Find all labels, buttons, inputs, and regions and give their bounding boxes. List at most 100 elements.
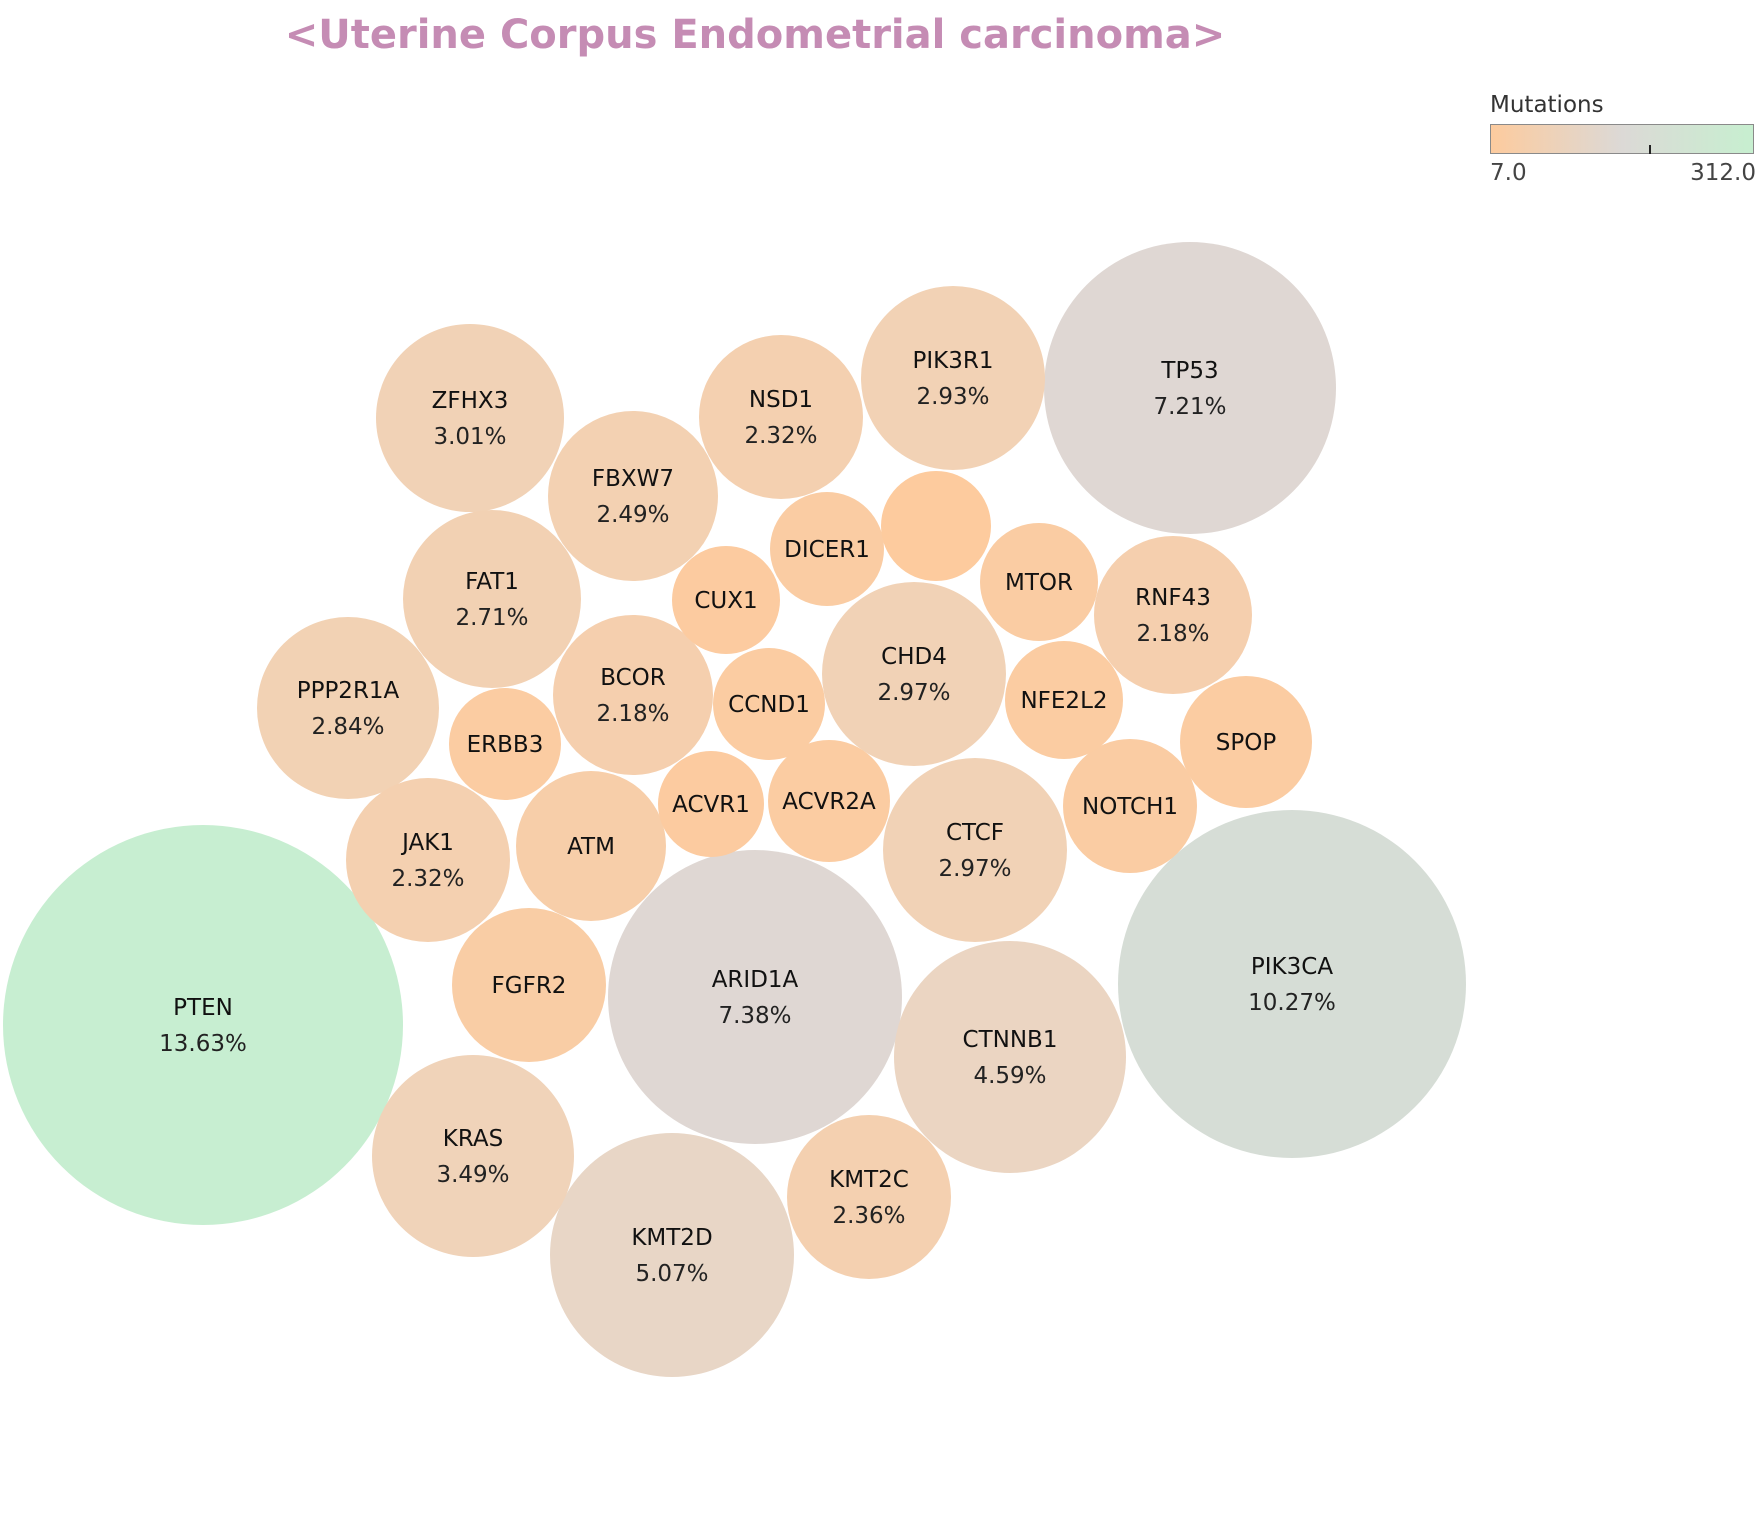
- bubble-circle-notch1: [1063, 739, 1197, 873]
- bubble-circle-ppp2r1a: [257, 617, 439, 799]
- bubble-percent-pik3ca: 10.27%: [1248, 990, 1336, 1016]
- bubble-fbxw7: FBXW7 2.49%: [548, 411, 718, 581]
- bubble-pik3r1: PIK3R1 2.93%: [861, 286, 1045, 470]
- bubble-unlabeled: [881, 471, 991, 581]
- bubble-zfhx3: ZFHX3 3.01%: [376, 324, 564, 512]
- bubble-chd4: CHD4 2.97%: [822, 582, 1006, 766]
- bubble-circle-ctnnb1: [894, 941, 1126, 1173]
- bubble-fgfr2: FGFR2: [452, 908, 606, 1062]
- chart-title: <Uterine Corpus Endometrial carcinoma>: [284, 12, 1226, 58]
- bubble-label-ccnd1: CCND1: [728, 692, 810, 718]
- bubble-arid1a: ARID1A 7.38%: [608, 850, 902, 1144]
- bubble-label-nsd1: NSD1: [749, 387, 813, 413]
- bubble-circle-acvr1: [658, 751, 764, 857]
- bubble-atm: ATM: [516, 771, 666, 921]
- bubble-circle-kmt2d: [550, 1133, 794, 1377]
- bubble-label-atm: ATM: [567, 834, 615, 860]
- bubble-circle-nfe2l2: [1005, 641, 1123, 759]
- bubble-label-cux1: CUX1: [694, 588, 757, 614]
- bubble-ctnnb1: CTNNB1 4.59%: [894, 941, 1126, 1173]
- bubble-percent-kmt2c: 2.36%: [832, 1203, 905, 1229]
- bubble-notch1: NOTCH1: [1063, 739, 1197, 873]
- bubble-mtor: MTOR: [980, 523, 1098, 641]
- bubble-acvr1: ACVR1: [658, 751, 764, 857]
- bubble-dicer1: DICER1: [770, 492, 884, 606]
- bubble-circle-ctcf: [883, 758, 1067, 942]
- bubble-percent-ctnnb1: 4.59%: [973, 1063, 1046, 1089]
- bubble-percent-fat1: 2.71%: [455, 605, 528, 631]
- bubble-label-kras: KRAS: [443, 1126, 503, 1152]
- bubble-circle-arid1a: [608, 850, 902, 1144]
- bubble-label-erbb3: ERBB3: [467, 732, 544, 758]
- bubble-label-pik3r1: PIK3R1: [913, 348, 994, 374]
- bubble-ccnd1: CCND1: [713, 648, 825, 760]
- bubble-circle-kmt2c: [787, 1115, 951, 1279]
- bubble-label-pten: PTEN: [173, 995, 233, 1021]
- bubble-label-nfe2l2: NFE2L2: [1020, 688, 1107, 714]
- bubble-acvr2a: ACVR2A: [768, 740, 890, 862]
- bubble-percent-zfhx3: 3.01%: [433, 424, 506, 450]
- bubble-percent-rnf43: 2.18%: [1136, 621, 1209, 647]
- bubble-label-arid1a: ARID1A: [712, 967, 799, 993]
- bubble-tp53: TP53 7.21%: [1044, 242, 1336, 534]
- bubble-percent-chd4: 2.97%: [877, 680, 950, 706]
- bubble-percent-bcor: 2.18%: [596, 701, 669, 727]
- colorbar-gradient: [1490, 124, 1754, 154]
- bubble-ctcf: CTCF 2.97%: [883, 758, 1067, 942]
- bubble-label-kmt2c: KMT2C: [829, 1167, 909, 1193]
- bubble-label-dicer1: DICER1: [784, 537, 870, 563]
- bubble-spop: SPOP: [1180, 676, 1312, 808]
- colorbar-min-label: 7.0: [1490, 160, 1527, 186]
- bubble-kmt2c: KMT2C 2.36%: [787, 1115, 951, 1279]
- bubble-percent-jak1: 2.32%: [391, 866, 464, 892]
- bubble-percent-arid1a: 7.38%: [718, 1003, 791, 1029]
- bubble-nsd1: NSD1 2.32%: [699, 335, 863, 499]
- bubble-circle-bcor: [553, 615, 713, 775]
- bubble-pten: PTEN 13.63%: [3, 825, 403, 1225]
- bubble-cux1: CUX1: [672, 546, 780, 654]
- bubble-label-rnf43: RNF43: [1135, 585, 1211, 611]
- bubble-rnf43: RNF43 2.18%: [1094, 536, 1252, 694]
- bubble-label-ctnnb1: CTNNB1: [963, 1027, 1058, 1053]
- bubble-label-fgfr2: FGFR2: [492, 973, 567, 999]
- bubble-circle-pik3ca: [1118, 810, 1466, 1158]
- colorbar-title: Mutations: [1490, 92, 1604, 118]
- bubble-percent-pik3r1: 2.93%: [916, 384, 989, 410]
- bubble-label-spop: SPOP: [1216, 730, 1277, 756]
- colorbar-max-label: 312.0: [1690, 160, 1756, 186]
- bubble-circle-pten: [3, 825, 403, 1225]
- bubble-label-kmt2d: KMT2D: [631, 1225, 712, 1251]
- bubble-percent-fbxw7: 2.49%: [596, 502, 669, 528]
- bubble-circle-rnf43: [1094, 536, 1252, 694]
- bubble-label-acvr1: ACVR1: [672, 792, 750, 818]
- bubble-label-acvr2a: ACVR2A: [782, 789, 876, 815]
- bubble-kmt2d: KMT2D 5.07%: [550, 1133, 794, 1377]
- colorbar-legend: Mutations 7.0 312.0: [1490, 92, 1758, 190]
- bubble-label-fbxw7: FBXW7: [592, 466, 674, 492]
- colorbar-tick: [1649, 145, 1651, 154]
- bubble-kras: KRAS 3.49%: [372, 1055, 574, 1257]
- bubble-circle-tp53: [1044, 242, 1336, 534]
- bubble-erbb3: ERBB3: [449, 688, 561, 800]
- bubble-label-ppp2r1a: PPP2R1A: [297, 678, 400, 704]
- bubble-label-zfhx3: ZFHX3: [432, 388, 509, 414]
- bubble-percent-kmt2d: 5.07%: [635, 1261, 708, 1287]
- bubble-circle-cux1: [672, 546, 780, 654]
- bubble-circle-erbb3: [449, 688, 561, 800]
- bubble-percent-tp53: 7.21%: [1153, 394, 1226, 420]
- bubble-circle-chd4: [822, 582, 1006, 766]
- bubble-label-fat1: FAT1: [465, 569, 519, 595]
- bubble-pik3ca: PIK3CA 10.27%: [1118, 810, 1466, 1158]
- bubble-label-ctcf: CTCF: [946, 820, 1004, 846]
- bubble-label-chd4: CHD4: [881, 644, 947, 670]
- bubble-label-mtor: MTOR: [1005, 570, 1073, 596]
- bubble-circle-fgfr2: [452, 908, 606, 1062]
- bubble-circle-atm: [516, 771, 666, 921]
- bubble-percent-nsd1: 2.32%: [744, 423, 817, 449]
- bubble-circle-spop: [1180, 676, 1312, 808]
- bubble-circle-jak1: [346, 778, 510, 942]
- bubble-percent-ppp2r1a: 2.84%: [311, 714, 384, 740]
- bubble-label-jak1: JAK1: [400, 830, 454, 856]
- bubble-circle-ccnd1: [713, 648, 825, 760]
